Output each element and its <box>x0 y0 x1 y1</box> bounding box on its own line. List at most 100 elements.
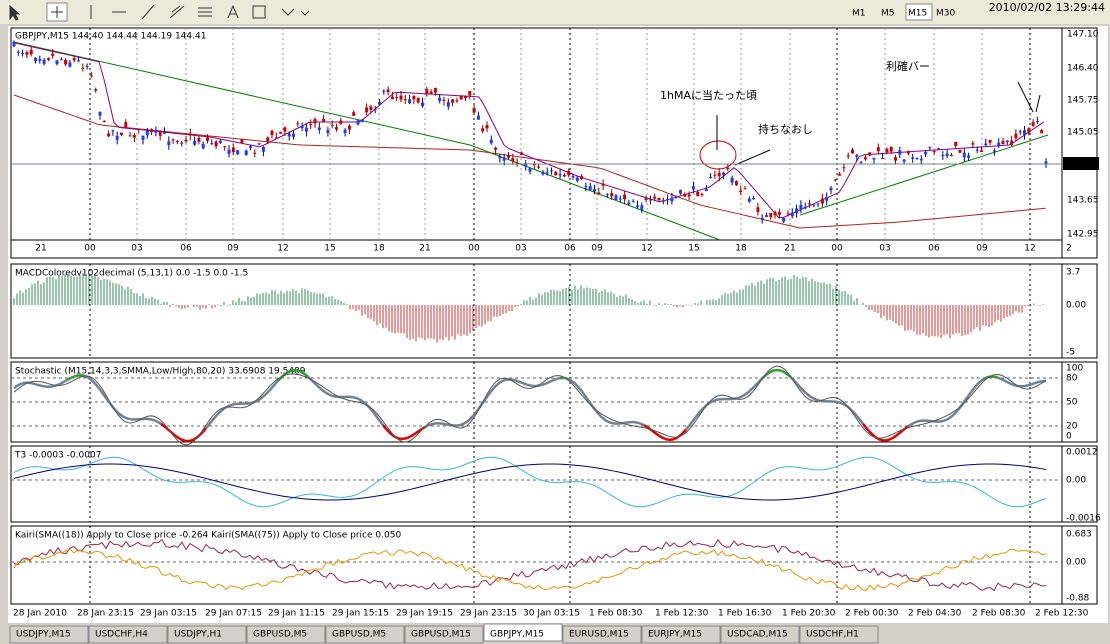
stochastic-line <box>205 423 210 430</box>
stochastic-line <box>550 378 555 383</box>
tab[interactable] <box>167 625 247 644</box>
date-label: 1 Feb 20:30 <box>782 609 836 619</box>
tab[interactable] <box>88 625 168 644</box>
stochastic-line <box>889 436 894 441</box>
tab-label[interactable]: USDJPY,M15 <box>16 630 71 640</box>
timeframe-button[interactable]: M1 <box>852 9 866 19</box>
stochastic-line <box>772 368 777 372</box>
stochastic-line <box>202 427 207 433</box>
candle-body <box>833 179 837 181</box>
stochastic-line <box>379 420 384 426</box>
candle-body <box>1023 130 1026 135</box>
tab-label[interactable]: USDCAD,M15 <box>727 630 788 640</box>
cursor-icon[interactable] <box>9 4 21 21</box>
tab[interactable] <box>325 625 405 644</box>
candle-body <box>399 95 403 100</box>
candle-body <box>743 188 747 190</box>
candle-body <box>223 146 227 148</box>
hour-label: 21 <box>35 244 46 254</box>
stochastic-line <box>643 424 648 429</box>
current-price-box <box>1063 157 1099 170</box>
stochastic-line <box>418 427 423 432</box>
candle-body <box>46 58 50 60</box>
kairi-75 <box>13 538 1047 592</box>
tab[interactable] <box>404 625 484 644</box>
stochastic-line <box>1006 380 1011 385</box>
candle-body <box>1014 133 1018 139</box>
stochastic-line <box>67 376 72 381</box>
candle-body <box>279 131 283 134</box>
stochastic-line <box>37 383 42 387</box>
stochastic-line <box>301 371 306 376</box>
tab-label[interactable]: USDCHF,H4 <box>95 630 148 640</box>
stochastic-line <box>949 414 954 419</box>
timeframe-button[interactable]: M5 <box>881 9 895 19</box>
tab[interactable] <box>720 625 800 644</box>
text-icon[interactable] <box>227 4 239 19</box>
stochastic-line <box>598 413 603 419</box>
candle-body <box>171 139 175 141</box>
stochastic-line <box>754 381 759 387</box>
candle-body <box>382 90 386 92</box>
candle-body <box>64 59 68 65</box>
candle-body <box>610 193 614 197</box>
tab-label[interactable]: USDCHF,H1 <box>806 630 859 640</box>
stochastic-line <box>178 437 183 441</box>
tab-label[interactable]: EURUSD,M15 <box>569 630 629 640</box>
stochastic-line <box>814 398 819 402</box>
stochastic-line <box>121 414 126 419</box>
candle-body <box>292 133 295 137</box>
stochastic-line <box>385 427 390 433</box>
stochastic-line <box>181 438 186 443</box>
label-icon[interactable] <box>252 5 266 19</box>
candle-body <box>433 88 437 93</box>
tab-label[interactable]: USDJPY,H1 <box>174 630 222 640</box>
date-label: 2 Feb 00:30 <box>845 609 899 619</box>
channel-icon[interactable] <box>169 5 185 19</box>
candle-body <box>386 89 390 93</box>
tab-label[interactable]: GBPUSD,M15 <box>411 630 471 640</box>
tab-label[interactable]: GBPJPY,M15 <box>490 630 544 640</box>
arrows-icon[interactable] <box>281 8 310 16</box>
timeframe-button[interactable]: M15 <box>908 9 927 19</box>
tab-label[interactable]: GBPUSD,M5 <box>332 630 386 640</box>
stochastic-line <box>472 411 477 417</box>
candle-body <box>468 91 472 96</box>
price-axis-label: 147.10 <box>1067 30 1099 40</box>
tab-label[interactable]: GBPUSD,M5 <box>253 630 307 640</box>
tabs: USDJPY,M15 USDCHF,H4 USDJPY,H1 GBPUSD,M5 GBP… <box>9 623 879 644</box>
stochastic-line <box>217 410 222 415</box>
candle-body <box>1001 141 1005 145</box>
stochastic-line <box>163 425 168 430</box>
candle-body <box>313 119 317 124</box>
trend-icon[interactable] <box>141 4 155 20</box>
date-label: 29 Jan 03:15 <box>140 609 197 619</box>
tab[interactable] <box>9 625 89 644</box>
stochastic-line <box>886 438 891 442</box>
tab[interactable] <box>641 625 721 644</box>
candle-body <box>812 204 816 206</box>
candle-body <box>390 96 394 100</box>
stochastic-line <box>568 378 573 383</box>
stochastic-line <box>634 420 639 425</box>
stochastic-line <box>157 420 162 425</box>
candle-body <box>919 158 923 161</box>
tab[interactable] <box>246 625 326 644</box>
tab-active[interactable] <box>483 623 563 642</box>
candle-body <box>747 198 751 202</box>
fibo-icon[interactable] <box>198 7 212 17</box>
candle-body <box>16 51 20 53</box>
stochastic-line <box>430 422 435 426</box>
stochastic-line <box>739 394 744 399</box>
tab[interactable] <box>562 625 642 644</box>
candle-body <box>820 198 824 204</box>
candle-body <box>846 155 850 157</box>
candle-body <box>201 143 205 149</box>
indicator-axis-label: 80 <box>1066 374 1078 384</box>
tab[interactable] <box>799 625 879 644</box>
tab-label[interactable]: EURJPY,M15 <box>648 630 702 640</box>
candle-body <box>829 187 833 191</box>
stochastic-line <box>781 369 786 374</box>
timeframe-button[interactable]: M30 <box>936 9 955 19</box>
